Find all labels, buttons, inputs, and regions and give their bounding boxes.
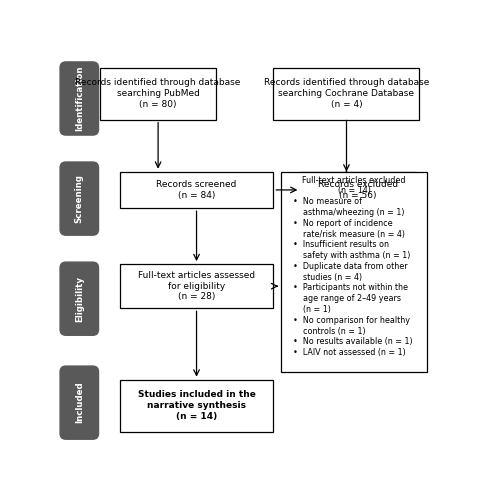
FancyBboxPatch shape — [60, 366, 99, 439]
Text: searching PubMed: searching PubMed — [117, 89, 199, 98]
Text: studies (n = 4): studies (n = 4) — [293, 272, 362, 281]
Text: (n = 28): (n = 28) — [178, 292, 215, 302]
Text: •  No comparison for healthy: • No comparison for healthy — [293, 316, 410, 325]
Text: for eligibility: for eligibility — [168, 282, 225, 290]
Text: •  No report of incidence: • No report of incidence — [293, 218, 392, 228]
Text: Identification: Identification — [75, 66, 84, 132]
Text: narrative synthesis: narrative synthesis — [147, 401, 246, 410]
Text: •  Insufficient results on: • Insufficient results on — [293, 240, 389, 250]
Text: asthma/wheezing (n = 1): asthma/wheezing (n = 1) — [293, 208, 404, 217]
FancyBboxPatch shape — [60, 262, 99, 336]
Text: safety with asthma (n = 1): safety with asthma (n = 1) — [293, 251, 410, 260]
FancyBboxPatch shape — [120, 172, 273, 208]
Text: (n = 4): (n = 4) — [331, 100, 362, 109]
Text: (n = 84): (n = 84) — [178, 191, 215, 200]
Text: rate/risk measure (n = 4): rate/risk measure (n = 4) — [293, 230, 405, 238]
Text: (n = 1): (n = 1) — [293, 305, 330, 314]
FancyBboxPatch shape — [60, 162, 99, 235]
FancyBboxPatch shape — [120, 380, 273, 432]
Text: (n = 80): (n = 80) — [139, 100, 177, 109]
FancyBboxPatch shape — [60, 62, 99, 135]
Text: Eligibility: Eligibility — [75, 276, 84, 322]
Text: controls (n = 1): controls (n = 1) — [293, 326, 365, 336]
FancyBboxPatch shape — [281, 172, 427, 372]
Text: •  Duplicate data from other: • Duplicate data from other — [293, 262, 407, 271]
Text: •  Participants not within the: • Participants not within the — [293, 284, 408, 292]
Text: •  No measure of: • No measure of — [293, 197, 362, 206]
FancyBboxPatch shape — [301, 172, 416, 208]
Text: Records excluded: Records excluded — [318, 180, 398, 189]
Text: Screening: Screening — [75, 174, 84, 223]
Text: (n = 14): (n = 14) — [338, 186, 371, 196]
Text: (n = 56): (n = 56) — [339, 191, 377, 200]
FancyBboxPatch shape — [100, 68, 216, 120]
Text: Records screened: Records screened — [156, 180, 237, 189]
Text: •  No results available (n = 1): • No results available (n = 1) — [293, 338, 412, 346]
Text: Records identified through database: Records identified through database — [75, 78, 241, 88]
Text: Full-text articles excluded: Full-text articles excluded — [303, 176, 406, 184]
Text: Included: Included — [75, 382, 84, 424]
FancyBboxPatch shape — [273, 68, 420, 120]
Text: searching Cochrane Database: searching Cochrane Database — [278, 89, 415, 98]
FancyBboxPatch shape — [120, 264, 273, 308]
Text: (n = 14): (n = 14) — [176, 412, 217, 421]
Text: •  LAIV not assessed (n = 1): • LAIV not assessed (n = 1) — [293, 348, 405, 357]
Text: Studies included in the: Studies included in the — [137, 390, 255, 400]
Text: Records identified through database: Records identified through database — [264, 78, 429, 88]
Text: Full-text articles assessed: Full-text articles assessed — [138, 271, 255, 280]
Text: age range of 2–49 years: age range of 2–49 years — [293, 294, 401, 303]
